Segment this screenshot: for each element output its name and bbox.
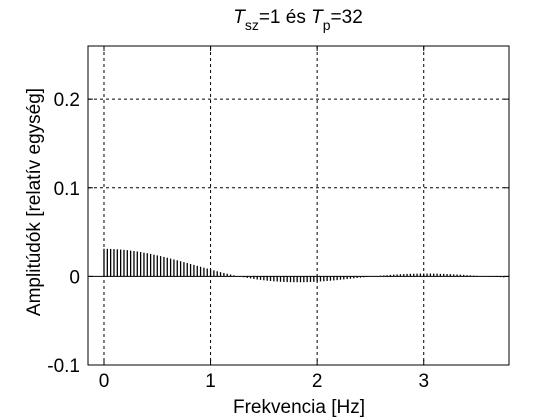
title-subscript-1: sz <box>245 17 259 33</box>
x-tick-label: 3 <box>418 371 429 392</box>
title-middle: =1 és <box>259 7 311 28</box>
x-axis-label: Frekvencia [Hz] <box>233 397 365 418</box>
title-symbol-1: T <box>233 7 246 28</box>
y-axis-label: Amplitúdók [relatív egység] <box>24 88 45 316</box>
plot-frame <box>87 45 510 366</box>
chart-title: Tsz=1 és Tp=32 <box>233 7 363 33</box>
title-end: =32 <box>331 7 363 28</box>
x-tick-labels: 0 1 2 3 <box>99 371 429 392</box>
y-tick-labels: -0.1 0 0.1 0.2 <box>47 90 80 377</box>
y-tick-label: -0.1 <box>47 356 80 377</box>
title-subscript-2: p <box>323 17 331 33</box>
x-tick-label: 2 <box>312 371 323 392</box>
y-tick-label: 0.1 <box>54 179 80 200</box>
y-tick-label: 0 <box>69 267 80 288</box>
spectrum-bars <box>103 248 505 283</box>
title-symbol-2: T <box>311 7 324 28</box>
y-tick-label: 0.2 <box>54 90 80 111</box>
grid <box>88 46 509 365</box>
x-tick-label: 1 <box>205 371 216 392</box>
axis-ticks <box>88 46 509 366</box>
x-tick-label: 0 <box>99 371 110 392</box>
